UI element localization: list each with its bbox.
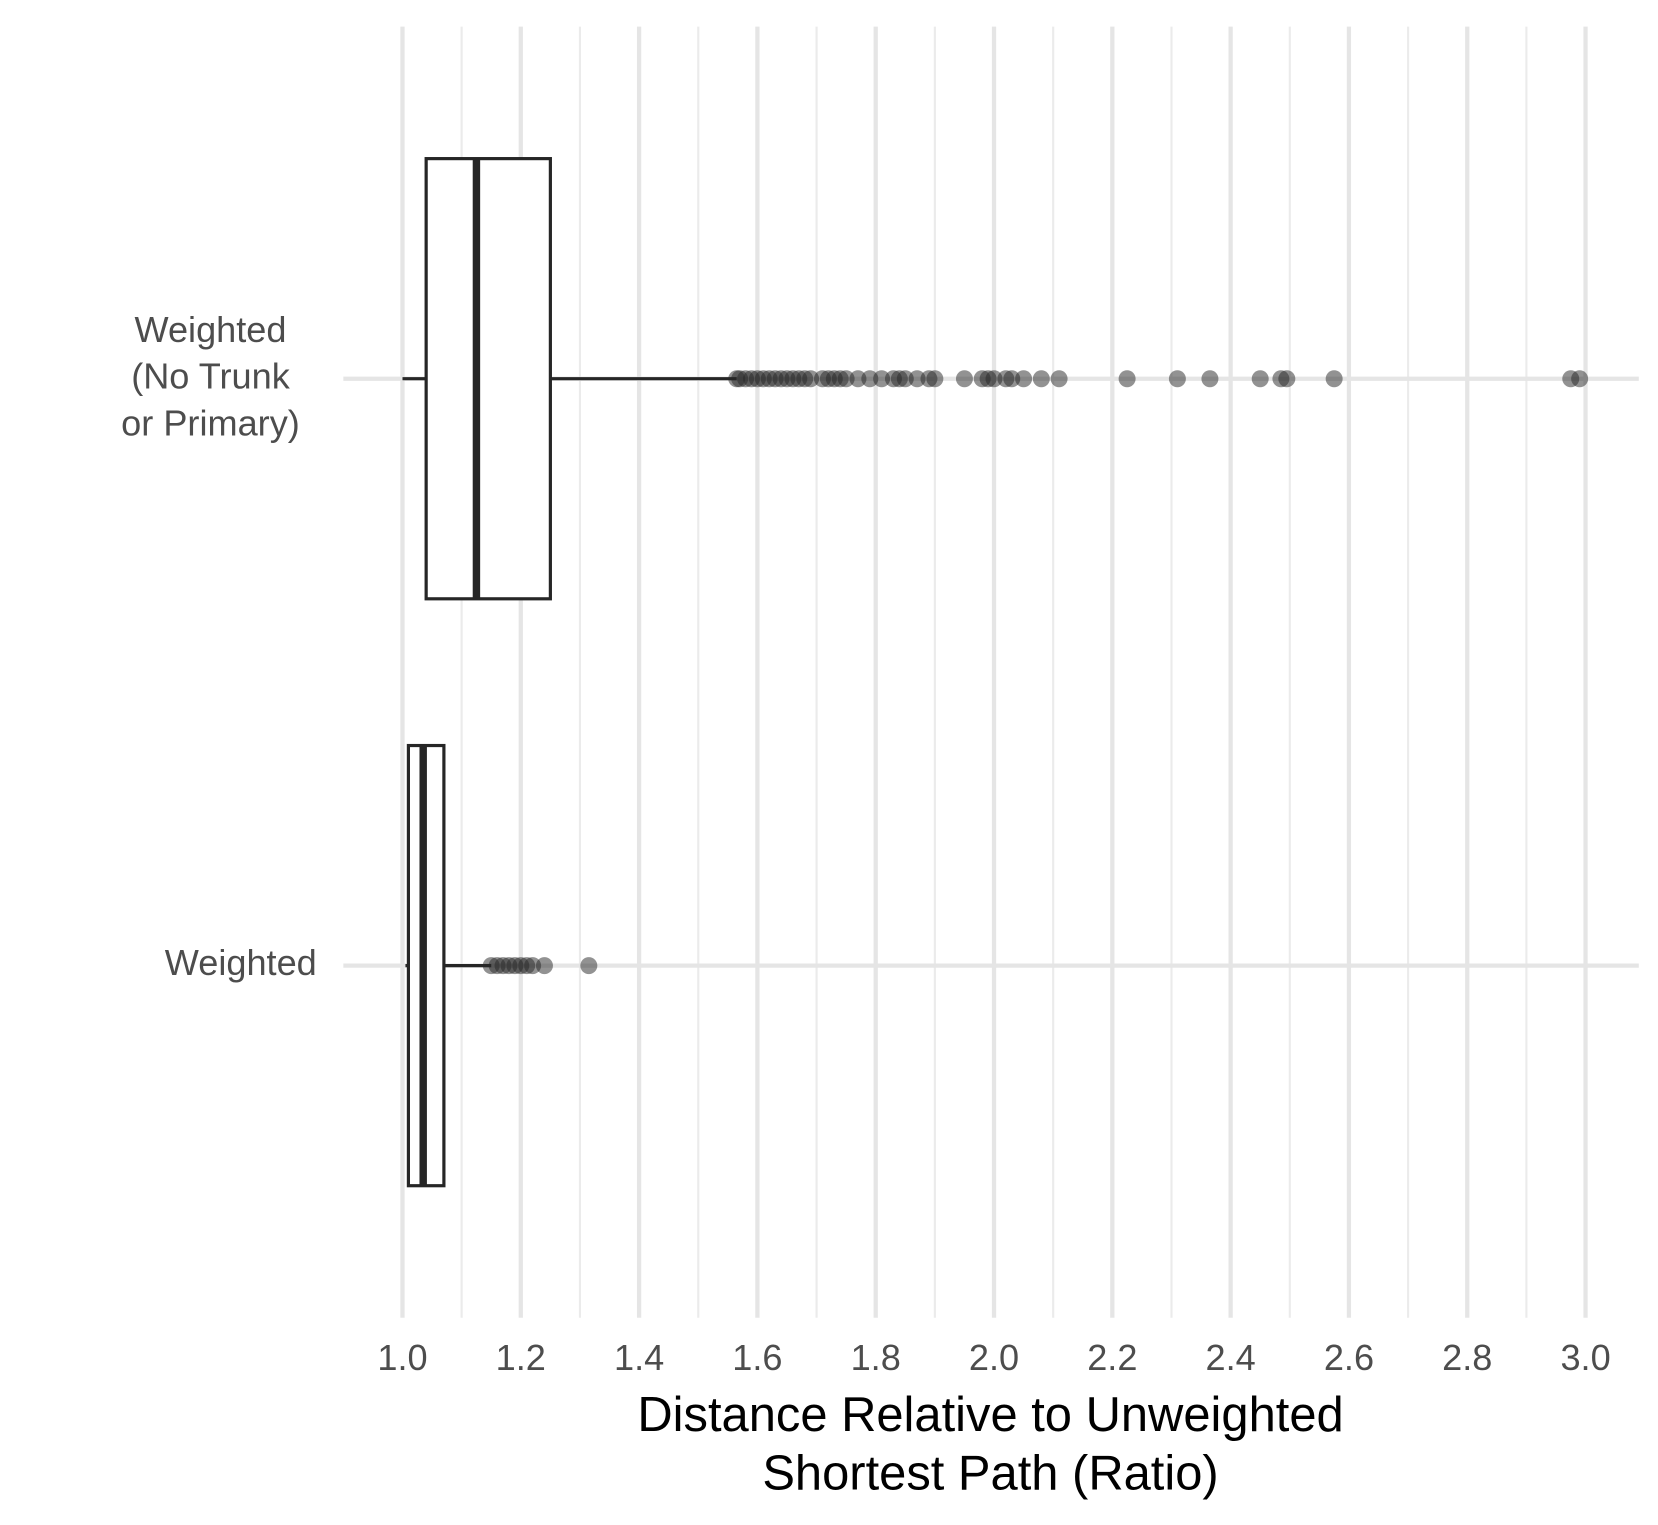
- outlier: [802, 370, 820, 388]
- x-tick-label: 1.2: [496, 1337, 546, 1378]
- outlier: [1201, 370, 1219, 388]
- outlier: [896, 370, 914, 388]
- outlier: [955, 370, 973, 388]
- outlier: [1050, 370, 1068, 388]
- outlier: [1118, 370, 1136, 388]
- x-tick-label: 1.8: [851, 1337, 901, 1378]
- outlier: [1168, 370, 1186, 388]
- outlier: [1251, 370, 1269, 388]
- outlier: [849, 370, 867, 388]
- outlier: [1032, 370, 1050, 388]
- x-tick-label: 2.8: [1442, 1337, 1492, 1378]
- x-tick-label: 1.0: [377, 1337, 427, 1378]
- outlier: [873, 370, 891, 388]
- outlier: [1571, 370, 1589, 388]
- x-tick-label: 2.2: [1087, 1337, 1137, 1378]
- x-axis-title: Distance Relative to Unweighted Shortest …: [637, 1388, 1343, 1500]
- y-tick-label: Weighted (No Trunk or Primary): [121, 309, 300, 444]
- outlier: [535, 957, 553, 975]
- outlier: [926, 370, 944, 388]
- box: [424, 157, 552, 601]
- outlier: [524, 957, 542, 975]
- marks: [402, 157, 1589, 1188]
- outlier: [1003, 370, 1021, 388]
- x-tick-label: 2.6: [1324, 1337, 1374, 1378]
- outlier: [1325, 370, 1343, 388]
- outlier: [985, 370, 1003, 388]
- outlier: [861, 370, 879, 388]
- x-tick-label: 2.0: [969, 1337, 1019, 1378]
- outlier: [908, 370, 926, 388]
- x-tick-label: 3.0: [1560, 1337, 1610, 1378]
- y-tick-label: Weighted: [165, 942, 317, 983]
- outlier: [1015, 370, 1033, 388]
- outlier: [580, 957, 598, 975]
- x-tick-label: 1.4: [614, 1337, 664, 1378]
- x-tick-label: 1.6: [732, 1337, 782, 1378]
- x-tick-label: 2.4: [1206, 1337, 1256, 1378]
- outlier: [1278, 370, 1296, 388]
- outlier: [837, 370, 855, 388]
